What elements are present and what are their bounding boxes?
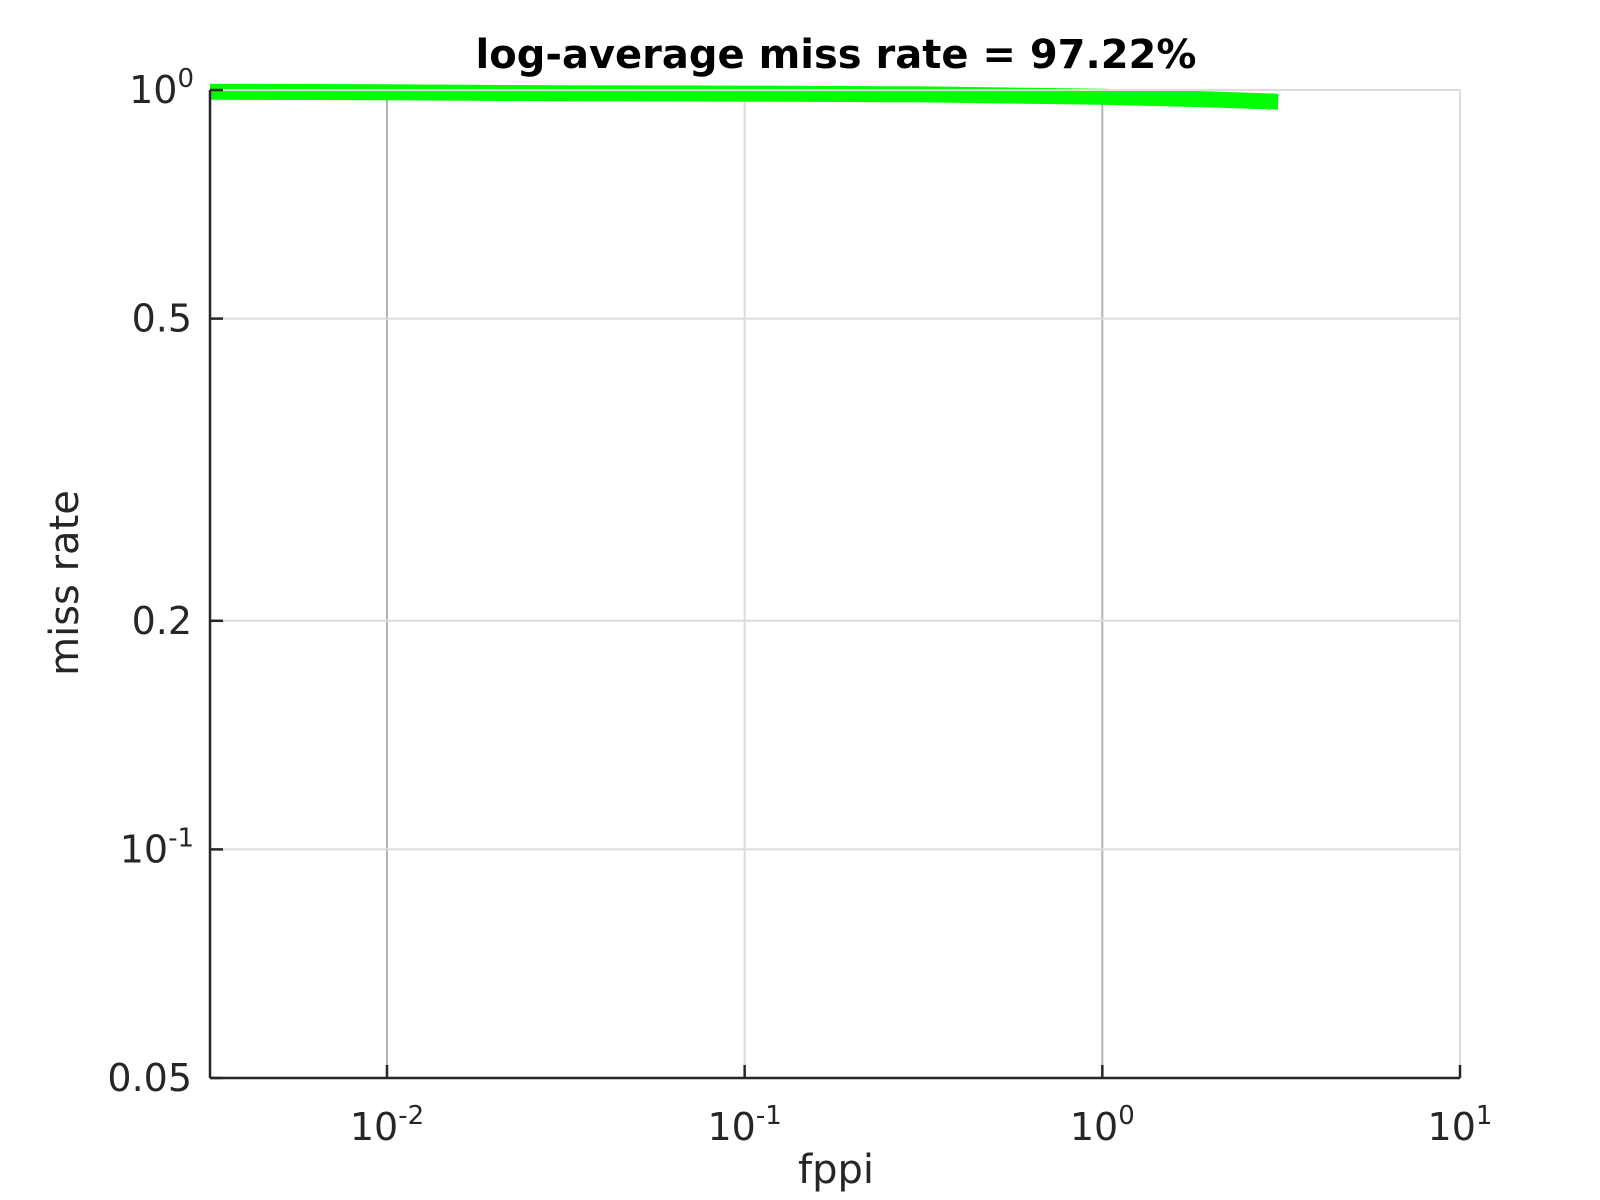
chart-title: log-average miss rate = 97.22% (476, 32, 1197, 78)
tick-labels: 10-2 10-1 100 101 0.05 10-1 0.2 0.5 100 (107, 64, 1492, 1149)
axes (208, 88, 1462, 1080)
y-tick-label: 0.05 (107, 1056, 192, 1100)
x-tick-label: 10-2 (350, 1101, 424, 1149)
x-tick-label: 10-1 (708, 1101, 782, 1149)
x-axis-label: fppi (798, 1147, 874, 1193)
y-tick-label: 0.2 (132, 599, 192, 643)
y-tick-label: 10-1 (120, 823, 194, 871)
y-tick-label: 0.5 (132, 297, 192, 341)
y-tick-label: 100 (129, 64, 194, 112)
y-axis-label: miss rate (42, 490, 88, 676)
series-layer (209, 83, 1279, 110)
x-tick-label: 100 (1070, 1101, 1135, 1149)
x-tick-label: 101 (1428, 1101, 1493, 1149)
series-line (209, 83, 1279, 110)
grid (210, 89, 1461, 1079)
